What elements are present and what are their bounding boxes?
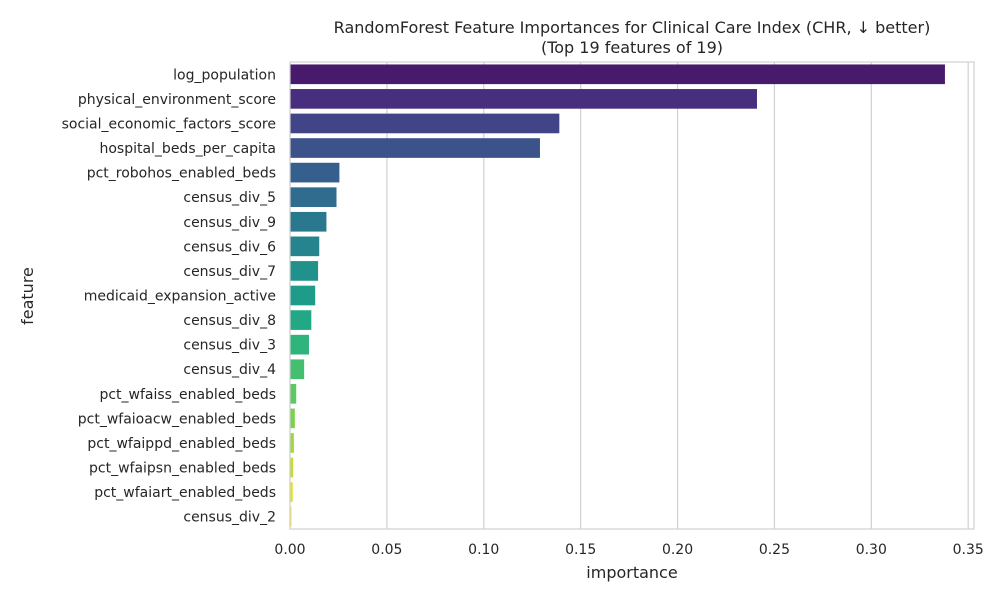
x-tick-label: 0.30	[856, 542, 887, 558]
y-tick-label: pct_robohos_enabled_beds	[87, 166, 276, 182]
x-tick-label: 0.10	[468, 542, 499, 558]
y-tick-label: physical_environment_score	[78, 92, 276, 108]
plot-frame	[289, 61, 975, 530]
bar	[290, 482, 293, 502]
x-tick-label: 0.05	[371, 542, 402, 558]
y-tick-label: census_div_5	[183, 190, 276, 206]
bar	[290, 310, 312, 330]
bar	[290, 89, 757, 109]
bar	[290, 285, 316, 306]
bar	[290, 359, 305, 380]
bar	[290, 457, 294, 478]
bars	[290, 64, 945, 527]
x-tick-label: 0.20	[662, 542, 693, 558]
bar	[290, 236, 320, 257]
y-tick-label: pct_wfaioacw_enabled_beds	[78, 411, 276, 427]
y-tick-label: pct_wfaipsn_enabled_beds	[89, 461, 276, 477]
x-axis-label: importance	[586, 563, 677, 582]
y-tick-label: census_div_9	[183, 215, 276, 231]
y-tick-label: census_div_7	[183, 264, 276, 280]
bar	[290, 64, 945, 85]
y-tick-label: pct_wfaippd_enabled_beds	[87, 436, 276, 452]
y-tick-label: census_div_6	[183, 239, 276, 255]
bar	[290, 113, 560, 134]
y-axis-label: feature	[18, 267, 37, 325]
y-tick-label: census_div_4	[183, 362, 276, 378]
bar	[290, 383, 297, 404]
bar	[290, 408, 295, 429]
x-tick-label: 0.00	[274, 542, 305, 558]
bar	[290, 334, 309, 355]
bar	[290, 138, 540, 158]
x-tick-label: 0.25	[759, 542, 790, 558]
y-tick-label: pct_wfaiart_enabled_beds	[94, 485, 276, 501]
bar	[290, 433, 294, 453]
y-tick-label: pct_wfaiss_enabled_beds	[99, 387, 276, 403]
y-tick-labels: log_population physical_environment_score…	[62, 67, 276, 525]
x-tick-label: 0.15	[565, 542, 596, 558]
bar	[290, 261, 319, 281]
y-tick-label: hospital_beds_per_capita	[99, 141, 276, 157]
y-tick-label: log_population	[173, 67, 276, 83]
bar	[290, 187, 337, 208]
x-tick-label: 0.35	[953, 542, 984, 558]
y-tick-label: census_div_8	[183, 313, 276, 329]
x-tick-labels: 0.00 0.05 0.10 0.15 0.20 0.25 0.30 0.35	[274, 542, 983, 558]
bar	[290, 506, 292, 527]
bar	[290, 162, 340, 183]
y-tick-label: social_economic_factors_score	[62, 116, 276, 132]
chart-subtitle: (Top 19 features of 19)	[541, 38, 723, 57]
chart-title: RandomForest Feature Importances for Cli…	[334, 18, 931, 37]
y-tick-label: census_div_2	[183, 510, 276, 526]
y-tick-label: census_div_3	[183, 338, 276, 354]
bar	[290, 211, 327, 232]
y-tick-label: medicaid_expansion_active	[84, 289, 276, 305]
